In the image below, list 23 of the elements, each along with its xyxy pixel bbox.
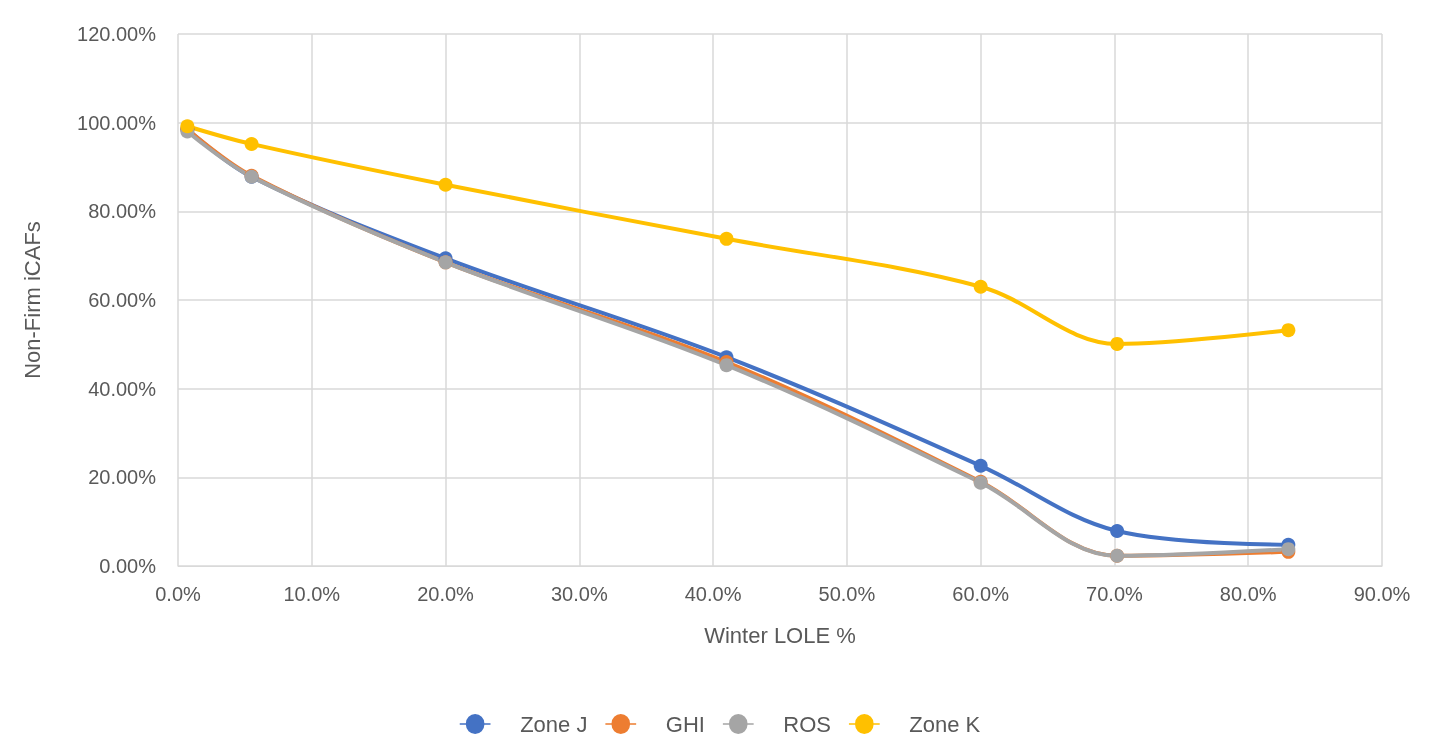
x-tick-label: 70.0% (1086, 583, 1144, 605)
y-axis-title: Non-Firm iCAFs (19, 221, 45, 379)
x-tick-label: 60.0% (952, 583, 1010, 605)
x-tick-label: 50.0% (818, 583, 876, 605)
x-tick-label: 10.0% (283, 583, 341, 605)
x-tick-label: 30.0% (550, 583, 608, 605)
y-tick-label: 20.00% (88, 466, 157, 489)
y-tick-label: 40.00% (88, 377, 157, 400)
x-tick-label: 80.0% (1219, 583, 1277, 605)
y-tick-label: 100.00% (77, 111, 157, 134)
x-axis-title: Winter LOLE % (704, 622, 856, 648)
x-tick-label: 40.0% (684, 583, 742, 605)
y-tick-label: 80.00% (88, 200, 157, 223)
legend-label: GHI (665, 711, 705, 737)
legend-label: Zone K (909, 711, 981, 737)
x-tick-label: 90.0% (1353, 583, 1411, 605)
x-tick-label: 0.0% (155, 583, 202, 605)
y-tick-label: 120.00% (77, 23, 157, 45)
x-tick-label: 20.0% (417, 583, 475, 605)
y-tick-label: 60.00% (88, 289, 157, 311)
legend-label: ROS (783, 711, 831, 737)
legend-label: Zone J (520, 711, 588, 737)
y-tick-label: 0.00% (99, 555, 157, 577)
